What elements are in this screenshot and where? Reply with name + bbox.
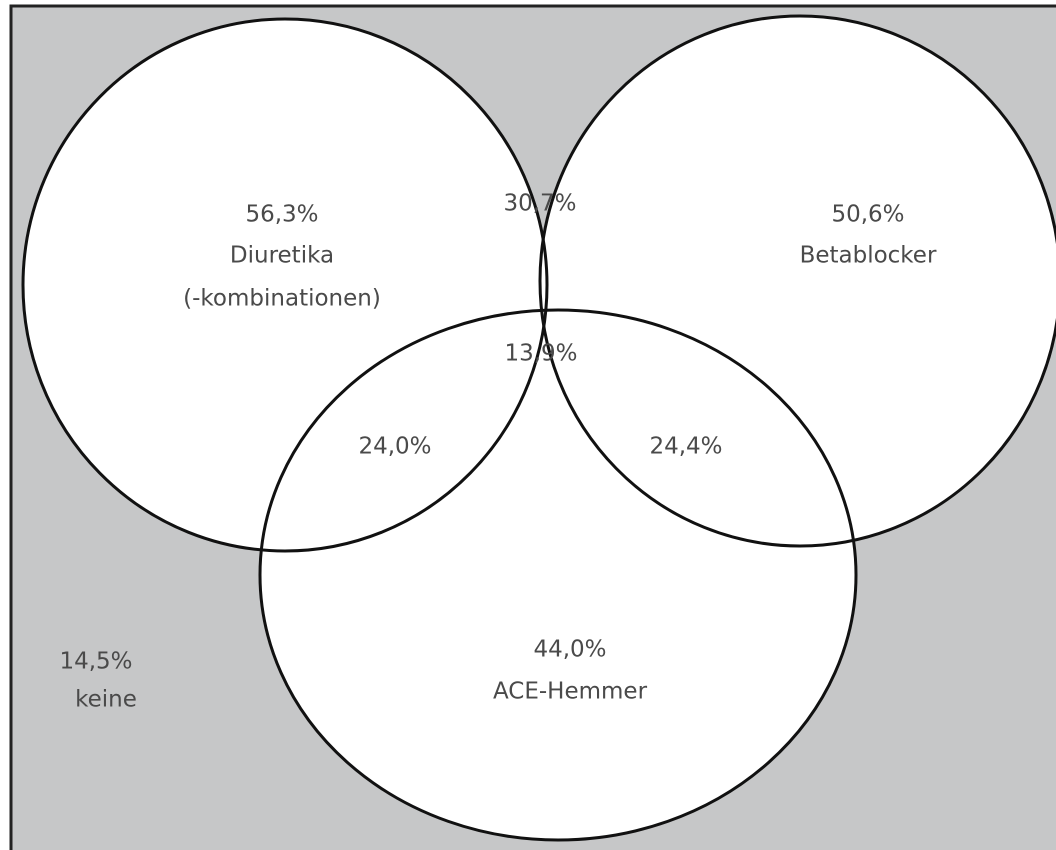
set-label: Diuretika [230, 243, 334, 269]
overlap-value: 24,4% [649, 434, 722, 460]
set-outline [258, 308, 858, 842]
set-outline [538, 14, 1056, 548]
set-label: Betablocker [800, 243, 937, 269]
set-label: ACE-Hemmer [493, 679, 648, 705]
set-sublabel: (-kombinationen) [183, 286, 381, 312]
set-outline [21, 17, 549, 553]
outside-value: 14,5% [59, 649, 132, 675]
outside-label: keine [75, 687, 137, 713]
overlap-value: 24,0% [358, 434, 431, 460]
region-value: 44,0% [533, 637, 606, 663]
overlap-value: 30,7% [503, 191, 576, 217]
overlap-value: 13,9% [504, 341, 577, 367]
region-value: 56,3% [245, 202, 318, 228]
region-value: 50,6% [831, 202, 904, 228]
set-fill [260, 310, 856, 840]
